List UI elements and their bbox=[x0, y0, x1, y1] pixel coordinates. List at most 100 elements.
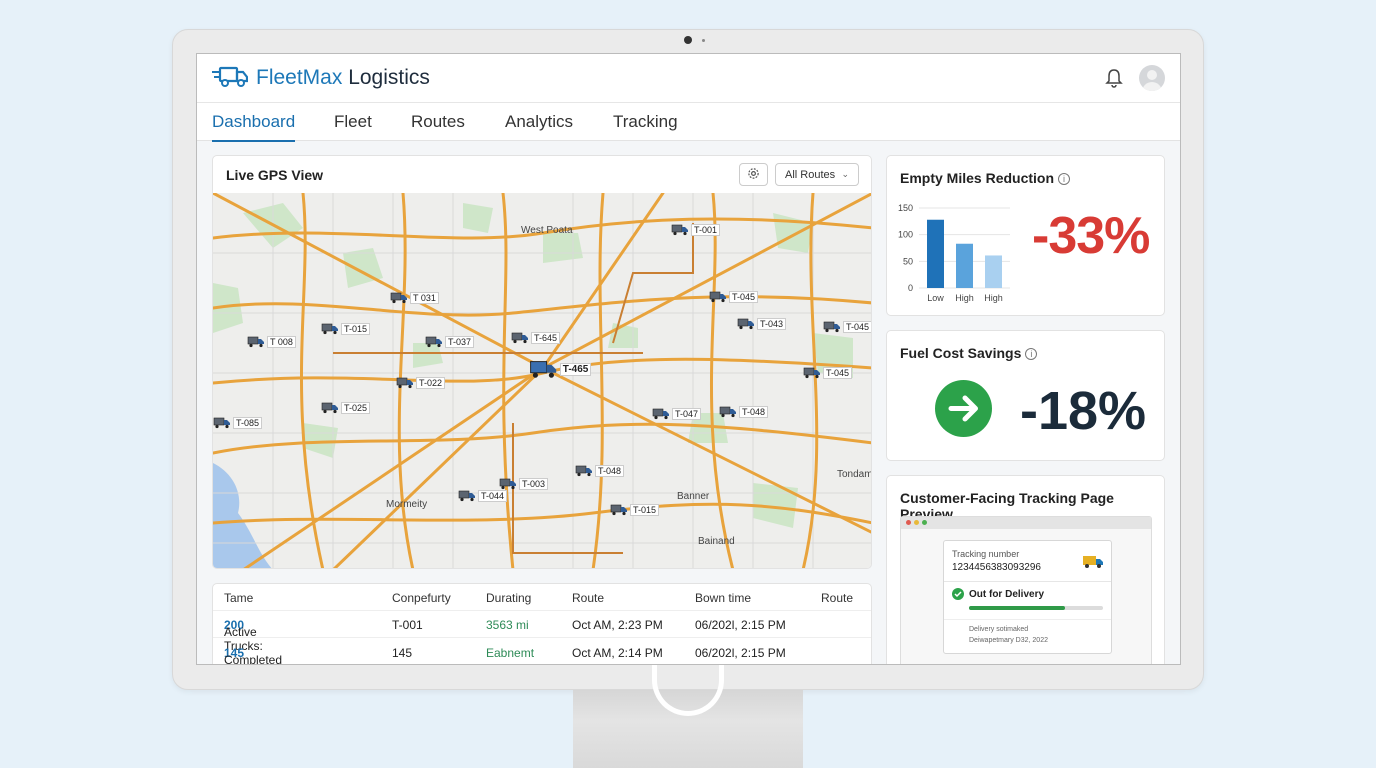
truck-icon bbox=[610, 504, 627, 516]
check-circle-icon bbox=[952, 588, 964, 600]
map-place-label: West Poata bbox=[521, 225, 573, 236]
fuel-savings-value: -18% bbox=[1020, 381, 1147, 441]
brand-name: FleetMax bbox=[256, 66, 343, 89]
x-tick-label: Low bbox=[927, 293, 944, 303]
delivery-estimate-date: Deiwapetmary D32, 2022 bbox=[969, 637, 1048, 644]
main-tabs: Dashboard Fleet Routes Analytics Trackin… bbox=[197, 103, 1180, 142]
tab-dashboard[interactable]: Dashboard bbox=[212, 112, 296, 142]
tab-fleet[interactable]: Fleet bbox=[334, 112, 372, 131]
truck-marker[interactable]: T-015 bbox=[321, 323, 371, 335]
tab-tracking[interactable]: Tracking bbox=[613, 112, 678, 131]
table-cell: Oct AM, 2:23 PM bbox=[572, 618, 663, 632]
truck-id-label: T-015 bbox=[341, 323, 371, 335]
info-icon[interactable]: i bbox=[1025, 348, 1038, 360]
fuel-savings-title: Fuel Cost Savings i bbox=[900, 345, 1038, 361]
map-overlays: West Poata Mormeity Banner Bainand Tondam T-0… bbox=[213, 156, 871, 568]
gps-map[interactable] bbox=[213, 193, 872, 569]
user-avatar[interactable] bbox=[1139, 65, 1165, 91]
col-header[interactable]: Route bbox=[572, 591, 605, 605]
truck-icon bbox=[719, 406, 736, 418]
truck-id-label: T 031 bbox=[410, 292, 439, 304]
fuel-savings-card: Fuel Cost Savings i -18% bbox=[886, 330, 1165, 461]
truck-icon bbox=[321, 323, 338, 335]
delivery-status: Out for Delivery bbox=[969, 589, 1045, 600]
col-header[interactable]: Tame bbox=[224, 591, 254, 605]
y-tick-label: 50 bbox=[903, 256, 913, 266]
truck-icon bbox=[737, 318, 754, 330]
truck-id-label: T-001 bbox=[691, 224, 721, 236]
gps-title: Live GPS View bbox=[226, 167, 324, 183]
truck-marker[interactable]: T-465 bbox=[529, 360, 592, 379]
active-routes bbox=[333, 223, 694, 554]
map-place-label: Bainand bbox=[698, 536, 735, 547]
route-filter-select[interactable]: All Routes ⌄ bbox=[775, 163, 859, 186]
tracking-preview-window[interactable]: Tracking number 1234456383093296 Out for… bbox=[900, 516, 1152, 664]
empty-miles-chart: 150 100 50 0 Low High High bbox=[898, 203, 1010, 303]
truck-id-label: T-048 bbox=[595, 465, 625, 477]
top-bar: FleetMax Logistics bbox=[197, 54, 1180, 103]
table-row[interactable]: Completed Routes: 145 145 Eabnemt Oct AM… bbox=[213, 639, 871, 664]
truck-marker[interactable]: T 031 bbox=[390, 292, 439, 304]
bar bbox=[956, 243, 973, 288]
row-value: 145 bbox=[224, 646, 245, 660]
truck-icon bbox=[575, 465, 592, 477]
truck-marker[interactable]: T-048 bbox=[719, 406, 769, 418]
gear-icon bbox=[748, 168, 759, 179]
truck-id-label: T-003 bbox=[519, 478, 549, 490]
row-value: 200 bbox=[224, 618, 245, 632]
truck-marker[interactable]: T-043 bbox=[737, 318, 787, 330]
table-row[interactable]: Active Trucks: 200 T-001 3563 mi Oct AM,… bbox=[213, 611, 871, 653]
truck-marker[interactable]: T 008 bbox=[247, 336, 296, 348]
bell-icon[interactable] bbox=[1105, 68, 1123, 88]
table-cell: 145 bbox=[392, 646, 413, 660]
truck-icon bbox=[321, 402, 338, 414]
arrow-right-icon bbox=[935, 380, 992, 437]
truck-marker[interactable]: T-047 bbox=[652, 408, 702, 420]
tracking-preview-card: Customer-Facing Tracking Page Preview Tr… bbox=[886, 475, 1165, 664]
x-tick-label: High bbox=[984, 293, 1003, 303]
y-tick-label: 100 bbox=[898, 230, 913, 240]
truck-marker[interactable]: T-003 bbox=[499, 478, 549, 490]
row-label-cell: Completed Routes: 145 bbox=[224, 646, 282, 664]
preview-browser-bar bbox=[901, 517, 1151, 529]
truck-marker[interactable]: T-085 bbox=[213, 417, 263, 429]
empty-miles-title-text: Empty Miles Reduction bbox=[900, 170, 1055, 186]
truck-marker[interactable]: T-022 bbox=[396, 377, 446, 389]
col-header[interactable]: Conpefurty bbox=[392, 591, 451, 605]
truck-marker[interactable]: T-001 bbox=[671, 224, 721, 236]
truck-marker[interactable]: T-044 bbox=[458, 490, 508, 502]
tab-analytics[interactable]: Analytics bbox=[505, 112, 574, 131]
map-settings-button[interactable] bbox=[739, 163, 768, 186]
delivery-truck-icon bbox=[1083, 556, 1103, 568]
col-header[interactable]: Bown time bbox=[695, 591, 752, 605]
fleet-table: Tame Conpefurty Durating Route Bown time… bbox=[212, 583, 872, 664]
y-tick-label: 0 bbox=[908, 283, 913, 293]
live-gps-card: Live GPS View All Routes ⌄ bbox=[212, 155, 872, 569]
truck-marker[interactable]: T-015 bbox=[610, 504, 660, 516]
camera-icon bbox=[684, 36, 692, 44]
truck-marker[interactable]: T-645 bbox=[511, 332, 561, 344]
row-label-cell: Active Trucks: 200 bbox=[224, 618, 263, 653]
col-header[interactable]: Durating bbox=[486, 591, 532, 605]
truck-marker[interactable]: T-048 bbox=[575, 465, 625, 477]
truck-icon bbox=[709, 291, 726, 303]
bar bbox=[985, 255, 1002, 288]
app-brand[interactable]: FleetMax Logistics bbox=[256, 66, 430, 90]
info-icon[interactable]: i bbox=[1058, 173, 1071, 185]
truck-icon bbox=[425, 336, 442, 348]
truck-icon bbox=[247, 336, 264, 348]
chevron-down-icon: ⌄ bbox=[841, 169, 849, 179]
truck-id-label: T 008 bbox=[267, 336, 296, 348]
truck-id-label: T-044 bbox=[478, 490, 508, 502]
truck-icon bbox=[213, 417, 230, 429]
truck-marker[interactable]: T-045 bbox=[823, 321, 871, 333]
col-header[interactable]: Route bbox=[821, 591, 854, 605]
row-label: Completed Routes: bbox=[224, 653, 283, 665]
truck-logo-icon bbox=[212, 66, 248, 87]
empty-miles-value: -33% bbox=[1032, 207, 1150, 265]
truck-marker[interactable]: T-025 bbox=[321, 402, 371, 414]
truck-marker[interactable]: T-037 bbox=[425, 336, 475, 348]
tab-routes[interactable]: Routes bbox=[411, 112, 465, 131]
truck-marker[interactable]: T-045 bbox=[803, 367, 853, 379]
truck-marker[interactable]: T-045 bbox=[709, 291, 759, 303]
